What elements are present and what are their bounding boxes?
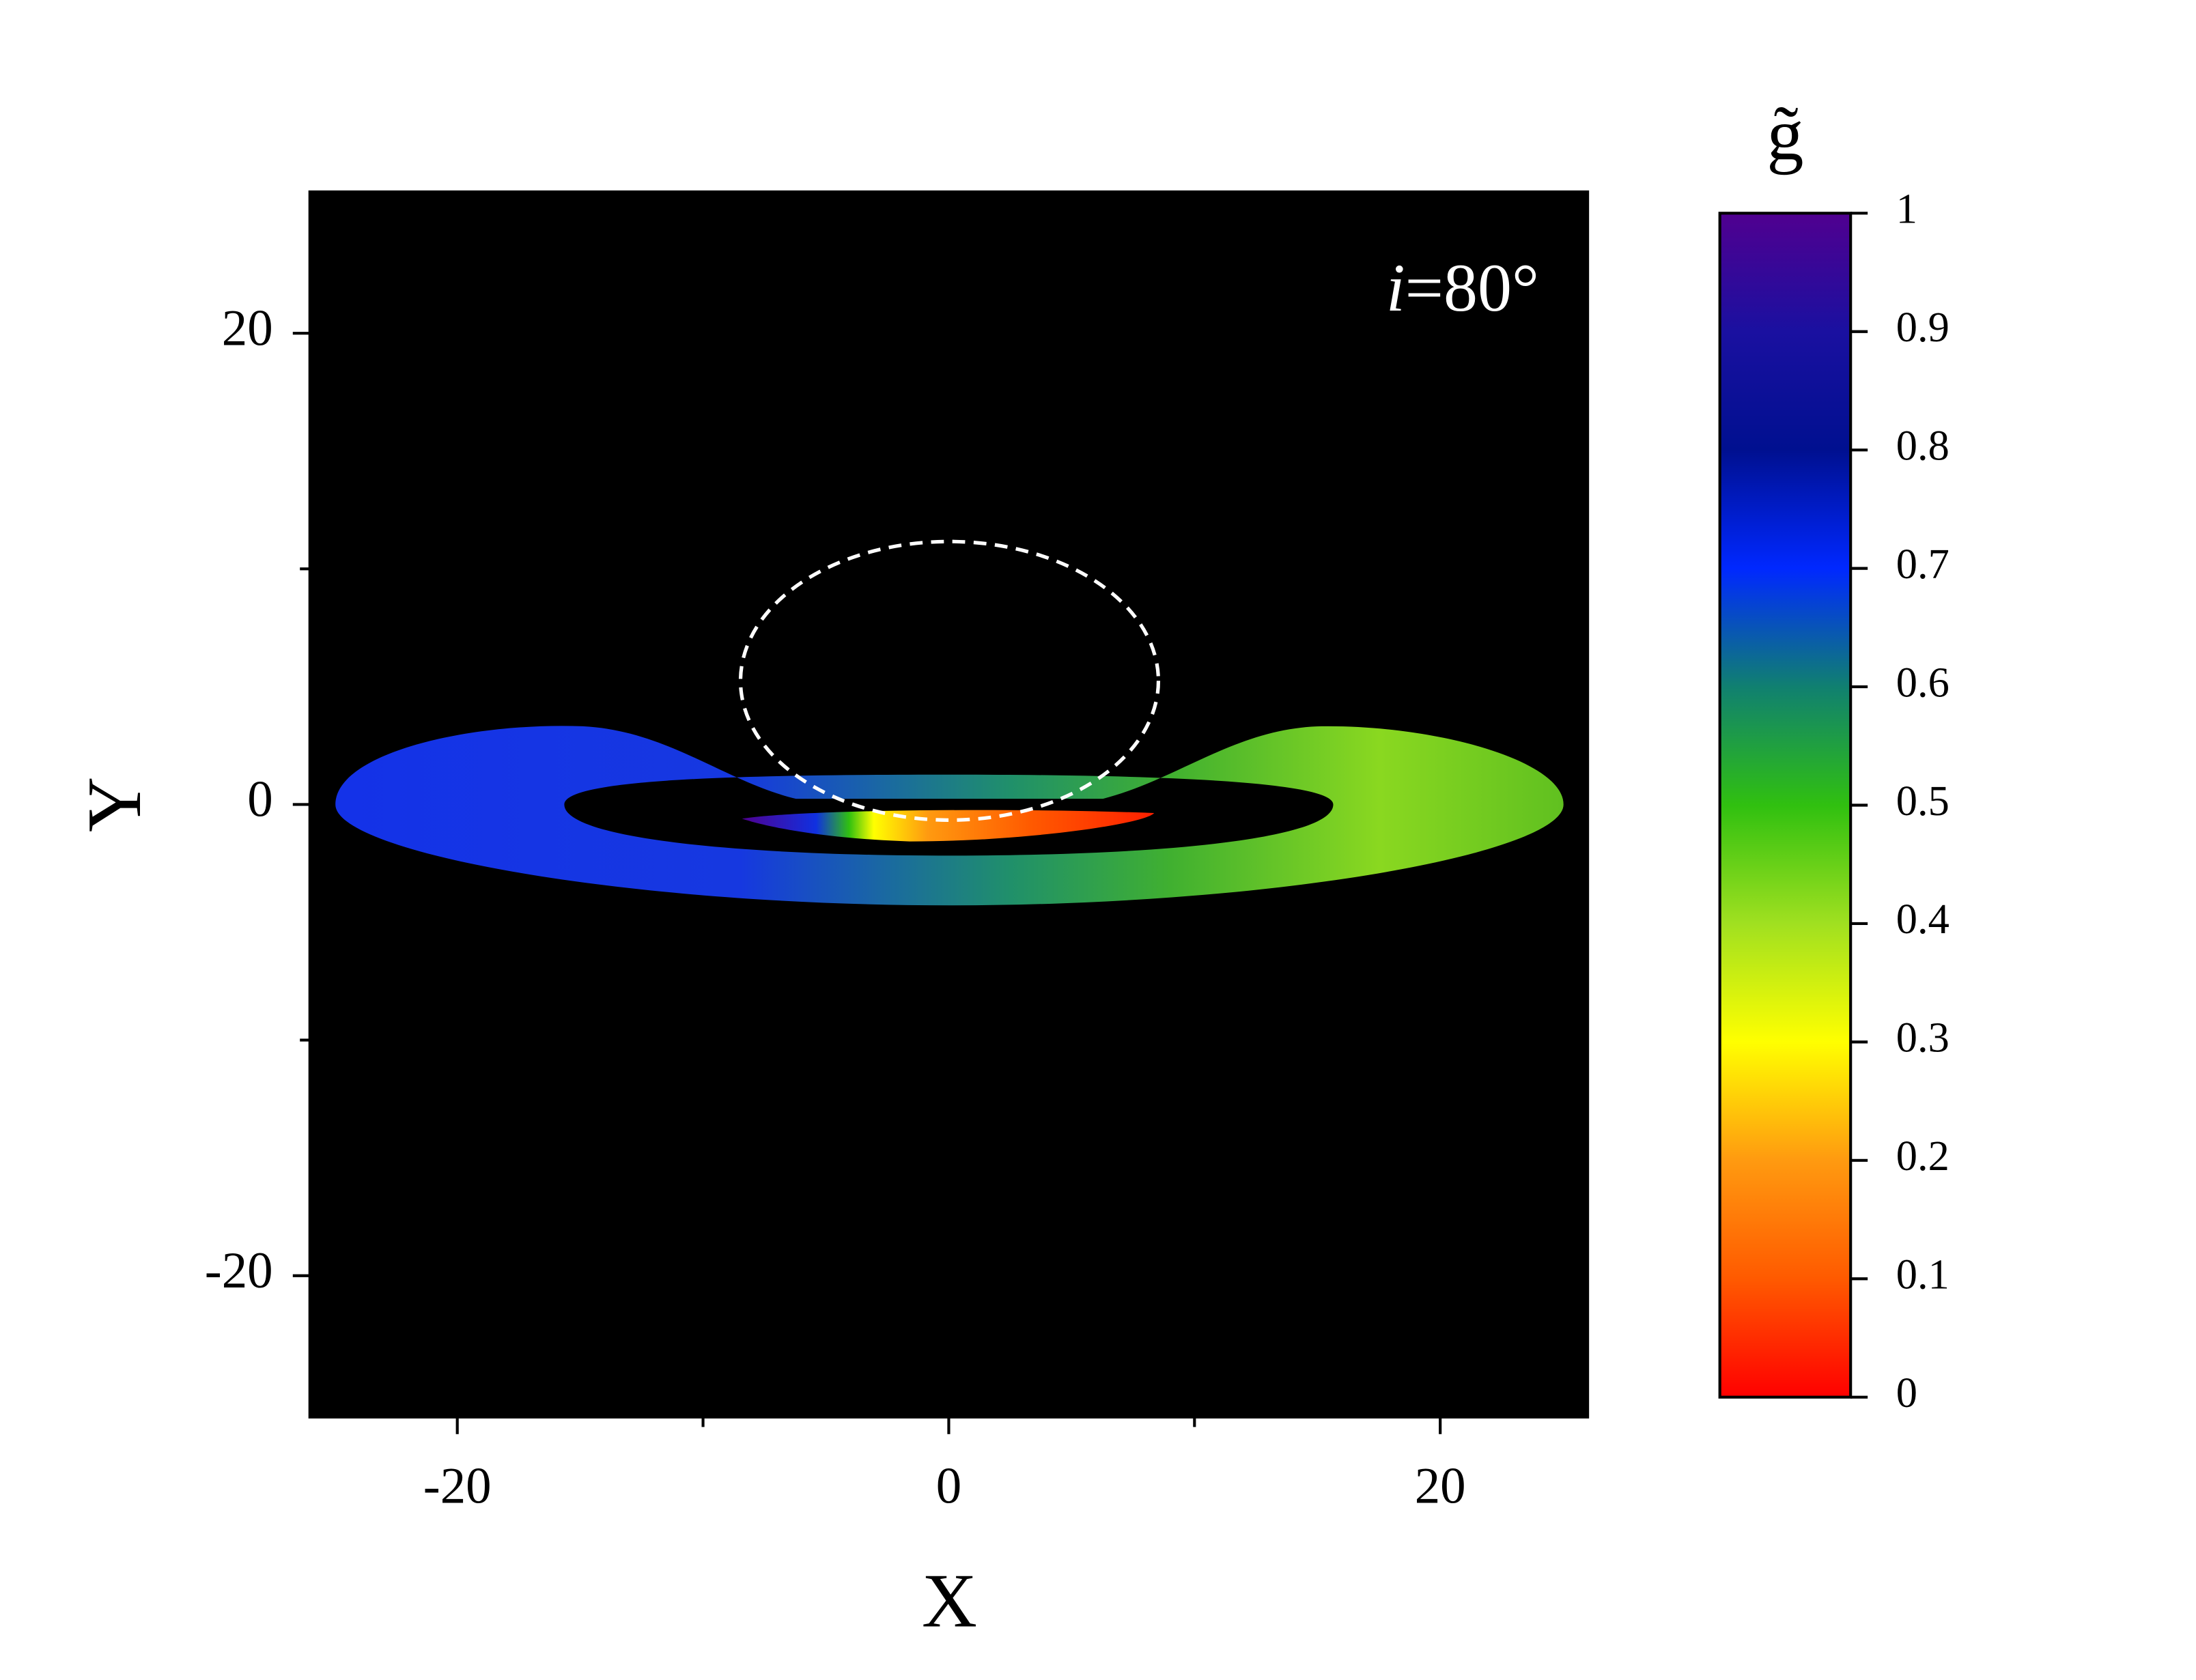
colorbar-tick-label: 0.6	[1896, 658, 1949, 706]
colorbar-tick-label: 0.9	[1896, 303, 1949, 351]
colorbar-tick-label: 1	[1896, 185, 1917, 233]
secondary-image	[742, 810, 1155, 842]
colorbar-title: g̃	[1766, 94, 1803, 175]
colorbar-tick-label: 0.3	[1896, 1014, 1949, 1062]
y-tick-label: 0	[247, 771, 272, 828]
x-tick-label: -20	[423, 1457, 492, 1514]
y-tick-label: -20	[205, 1242, 273, 1299]
x-axis-label: X	[922, 1559, 977, 1644]
colorbar-tick-label: 0.7	[1896, 540, 1949, 588]
annotation: i=80°	[1385, 250, 1539, 326]
x-tick-label: 0	[936, 1457, 961, 1514]
y-axis-label: Y	[72, 777, 157, 832]
colorbar-tick-label: 0	[1896, 1369, 1917, 1416]
colorbar-tick-label: 0.1	[1896, 1251, 1949, 1298]
colorbar-tick-label: 0.2	[1896, 1132, 1949, 1180]
colorbar-tick-label: 0.8	[1896, 422, 1949, 470]
x-tick-label: 20	[1415, 1457, 1466, 1514]
y-tick-label: 20	[222, 300, 273, 356]
shadow-boundary	[738, 539, 1161, 822]
colorbar-tick-label: 0.4	[1896, 895, 1949, 943]
colorbar	[1718, 212, 1853, 1399]
colorbar-tick-label: 0.5	[1896, 777, 1949, 825]
accretion-disk	[335, 726, 1564, 906]
